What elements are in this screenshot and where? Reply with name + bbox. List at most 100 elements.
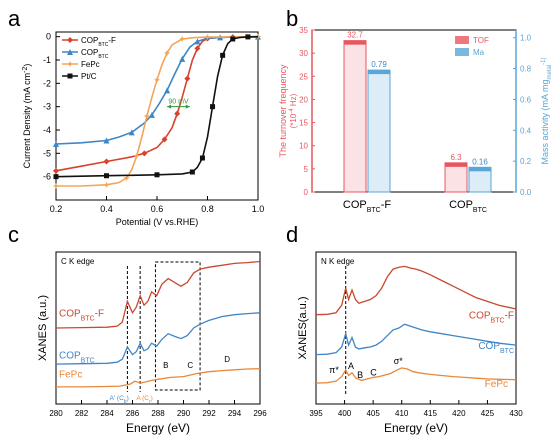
panel-d-n-k-edge-plot: 395 400 405 410 415 420 425 430 Energy (eV) XANES…: [297, 251, 523, 435]
legend-label: FePc: [81, 60, 100, 69]
data-point: [103, 181, 110, 188]
data-point: [194, 38, 201, 45]
feature-label-c: C: [370, 368, 377, 378]
data-point: [103, 158, 110, 165]
y-tick-label: -1: [43, 55, 51, 65]
feature-label-c: C: [187, 361, 193, 370]
feature-label-d: D: [224, 355, 230, 364]
data-point: [161, 136, 168, 143]
left-axis-unit: (*10-4 Hz): [289, 93, 298, 128]
right-tick-label: 1.0: [520, 34, 532, 43]
legend-label: Pt/C: [81, 72, 97, 81]
data-point: [210, 104, 216, 110]
inner-title: C K edge: [61, 257, 95, 266]
y-tick-label: -4: [43, 125, 51, 135]
panel-letter-a: a: [8, 6, 21, 31]
legend-marker: [67, 73, 73, 79]
left-tick-label: 10: [299, 142, 308, 151]
data-point: [245, 34, 251, 40]
plot-frame: [315, 251, 517, 405]
data-point: [204, 34, 211, 41]
right-tick-label: 0.2: [520, 157, 532, 166]
inner-title: N K edge: [321, 257, 355, 266]
tof-data-label: 6.3: [450, 153, 462, 162]
y-axis-label: Current Density (mA cm-2): [22, 64, 33, 169]
x-tick-label: 290: [177, 409, 191, 418]
left-tick-label: 15: [299, 119, 308, 128]
feature-label-a: A: [348, 361, 354, 371]
series-label-2: FePc: [485, 379, 508, 390]
spectrum-line-1: [55, 312, 261, 365]
tof-bar-cap: [445, 162, 467, 167]
y-tick-label: -5: [43, 148, 51, 158]
x-axis-label: Potential (V vs.RHE): [116, 217, 199, 227]
data-point: [220, 52, 226, 58]
x-tick-label: 0.6: [151, 204, 164, 214]
x-tick-label: 286: [126, 409, 140, 418]
legend-marker: [67, 61, 73, 67]
panel-letter-d: d: [286, 222, 298, 247]
ma-bar-cap: [469, 167, 491, 172]
data-point: [53, 167, 59, 174]
left-tick-label: 20: [299, 95, 308, 104]
x-tick-label: 405: [366, 409, 380, 418]
feature-label-b: B: [357, 370, 363, 380]
series-label-1: COPBTC: [59, 350, 95, 364]
data-point: [123, 174, 130, 181]
x-tick-label: 292: [202, 409, 216, 418]
x-tick-label: 294: [228, 409, 242, 418]
right-tick-label: 0.0: [520, 188, 532, 197]
data-point: [154, 172, 160, 178]
x-tick-label: 0.8: [201, 204, 214, 214]
ma-bar-cap: [368, 70, 390, 75]
legend-label: COPBTC: [81, 48, 109, 60]
y-tick-label: -6: [43, 172, 51, 182]
x-tick-label: 415: [424, 409, 438, 418]
series-label-0: COPBTC-F: [59, 309, 104, 323]
category-label: COPBTC: [449, 199, 487, 214]
data-point: [133, 152, 140, 159]
legend-marker: [67, 49, 73, 55]
x-tick-label: 400: [338, 409, 352, 418]
x-tick-label: 395: [309, 409, 323, 418]
spectrum-line-1: [315, 323, 517, 356]
data-point: [148, 111, 155, 118]
x-tick-label: 430: [509, 409, 523, 418]
x-tick-label: 420: [452, 409, 466, 418]
panel-b-bar-chart: 0 5 10 15 20 25 30 35 0.0 0.2 0.4 0.6 0.8 1.0 32.7 0.79…: [278, 26, 553, 214]
data-point: [53, 141, 59, 147]
y-axis-label: XANES(a.u.): [297, 297, 309, 360]
data-point: [141, 150, 148, 157]
category-label: COPBTC-F: [343, 199, 392, 214]
left-tick-label: 5: [304, 165, 309, 174]
left-tick-label: 0: [304, 188, 309, 197]
tof-bar: [444, 162, 468, 193]
feature-label-b: B: [163, 361, 168, 370]
x-axis-label: Energy (eV): [126, 421, 190, 435]
annotation-text: 90 mV: [168, 99, 189, 106]
arrow-head-right: [185, 104, 190, 109]
series-label-2: FePc: [59, 369, 82, 380]
data-point: [174, 110, 181, 117]
data-point: [53, 183, 59, 189]
data-point: [199, 155, 205, 161]
data-point: [179, 36, 186, 42]
spectrum-line-2: [56, 368, 261, 388]
left-tick-label: 30: [299, 49, 308, 58]
data-point: [164, 87, 171, 94]
feature-box: [154, 261, 201, 391]
data-point: [189, 169, 195, 175]
panel-c-c-k-edge-plot: 280 282 284 286 288 290 292 294 296 Energy (eV) XA…: [37, 251, 267, 435]
legend-swatch: [455, 48, 469, 56]
panel-letter-b: b: [286, 6, 298, 31]
ma-data-label: 0.79: [371, 60, 387, 69]
data-point: [194, 45, 201, 52]
data-point: [184, 75, 191, 82]
x-tick-label: 284: [100, 409, 114, 418]
legend-marker: [67, 37, 73, 43]
spectrum-line-0: [315, 265, 517, 316]
x-tick-label: 0.4: [100, 204, 113, 214]
panel-letter-c: c: [8, 222, 19, 247]
x-tick-label: 1.0: [252, 204, 265, 214]
